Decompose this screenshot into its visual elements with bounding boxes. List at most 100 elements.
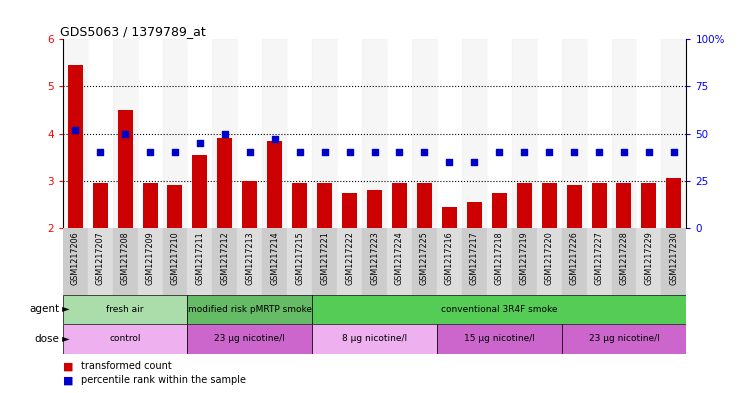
Bar — [317, 183, 332, 228]
Text: GSM1217222: GSM1217222 — [345, 231, 354, 285]
Bar — [462, 228, 487, 295]
Bar — [562, 228, 587, 295]
Bar — [437, 39, 462, 228]
Bar — [511, 39, 537, 228]
Bar — [666, 178, 681, 228]
Bar — [292, 183, 307, 228]
Bar — [218, 138, 232, 228]
Point — [319, 149, 331, 156]
Bar — [238, 39, 262, 228]
Text: GSM1217213: GSM1217213 — [245, 231, 255, 285]
Bar — [437, 324, 562, 354]
Bar — [362, 39, 387, 228]
Point — [244, 149, 255, 156]
Text: GSM1217217: GSM1217217 — [470, 231, 479, 285]
Bar — [312, 324, 437, 354]
Text: GSM1217221: GSM1217221 — [320, 231, 329, 285]
Bar — [542, 183, 556, 228]
Bar — [213, 39, 238, 228]
Bar — [137, 39, 162, 228]
Bar — [312, 39, 337, 228]
Bar — [213, 228, 238, 295]
Bar — [262, 228, 287, 295]
Bar — [342, 193, 357, 228]
Text: GSM1217230: GSM1217230 — [669, 231, 678, 285]
Bar — [88, 228, 113, 295]
Bar — [417, 183, 432, 228]
Text: ■: ■ — [63, 361, 73, 371]
Text: transformed count: transformed count — [81, 361, 172, 371]
Bar — [287, 39, 312, 228]
Bar — [113, 39, 137, 228]
Bar — [117, 110, 133, 228]
Bar — [93, 183, 108, 228]
Bar — [362, 228, 387, 295]
Text: GSM1217229: GSM1217229 — [644, 231, 653, 285]
Point — [618, 149, 630, 156]
Text: GSM1217216: GSM1217216 — [445, 231, 454, 285]
Point — [194, 140, 206, 146]
Text: 15 μg nicotine/l: 15 μg nicotine/l — [463, 334, 535, 343]
Bar — [612, 39, 636, 228]
Text: 23 μg nicotine/l: 23 μg nicotine/l — [215, 334, 285, 343]
Text: GSM1217220: GSM1217220 — [545, 231, 554, 285]
Text: GSM1217206: GSM1217206 — [71, 231, 80, 285]
Text: fresh air: fresh air — [106, 305, 144, 314]
Point — [144, 149, 156, 156]
Point — [344, 149, 356, 156]
Bar — [187, 228, 213, 295]
Bar — [187, 295, 312, 324]
Bar — [312, 228, 337, 295]
Text: GSM1217208: GSM1217208 — [120, 231, 130, 285]
Bar — [442, 207, 457, 228]
Point — [593, 149, 605, 156]
Bar — [312, 295, 686, 324]
Point — [94, 149, 106, 156]
Text: ■: ■ — [63, 375, 73, 386]
Bar — [242, 181, 258, 228]
Bar — [267, 141, 282, 228]
Bar — [337, 39, 362, 228]
Bar — [517, 183, 531, 228]
Text: GSM1217226: GSM1217226 — [570, 231, 579, 285]
Bar — [412, 39, 437, 228]
Bar — [262, 39, 287, 228]
Bar — [367, 190, 382, 228]
Bar — [562, 39, 587, 228]
Text: agent: agent — [29, 305, 59, 314]
Text: GSM1217214: GSM1217214 — [270, 231, 279, 285]
Text: 23 μg nicotine/l: 23 μg nicotine/l — [589, 334, 659, 343]
Bar — [636, 39, 661, 228]
Bar — [88, 39, 113, 228]
Text: ►: ► — [59, 334, 69, 344]
Bar — [567, 185, 582, 228]
Bar — [537, 39, 562, 228]
Bar — [636, 228, 661, 295]
Bar — [437, 228, 462, 295]
Bar — [392, 183, 407, 228]
Bar — [193, 155, 207, 228]
Point — [269, 136, 280, 142]
Text: ►: ► — [59, 305, 69, 314]
Text: GSM1217212: GSM1217212 — [221, 231, 230, 285]
Bar — [587, 39, 612, 228]
Bar — [63, 295, 187, 324]
Point — [518, 149, 530, 156]
Text: GSM1217215: GSM1217215 — [295, 231, 304, 285]
Text: control: control — [109, 334, 141, 343]
Text: GSM1217207: GSM1217207 — [96, 231, 105, 285]
Bar — [467, 202, 482, 228]
Bar — [63, 228, 88, 295]
Text: GDS5063 / 1379789_at: GDS5063 / 1379789_at — [60, 25, 205, 38]
Text: percentile rank within the sample: percentile rank within the sample — [81, 375, 246, 386]
Point — [169, 149, 181, 156]
Bar — [63, 39, 88, 228]
Point — [493, 149, 505, 156]
Point — [393, 149, 405, 156]
Point — [120, 130, 131, 137]
Text: modified risk pMRTP smoke: modified risk pMRTP smoke — [187, 305, 312, 314]
Bar — [487, 228, 511, 295]
Bar — [387, 228, 412, 295]
Bar — [142, 183, 157, 228]
Bar — [587, 228, 612, 295]
